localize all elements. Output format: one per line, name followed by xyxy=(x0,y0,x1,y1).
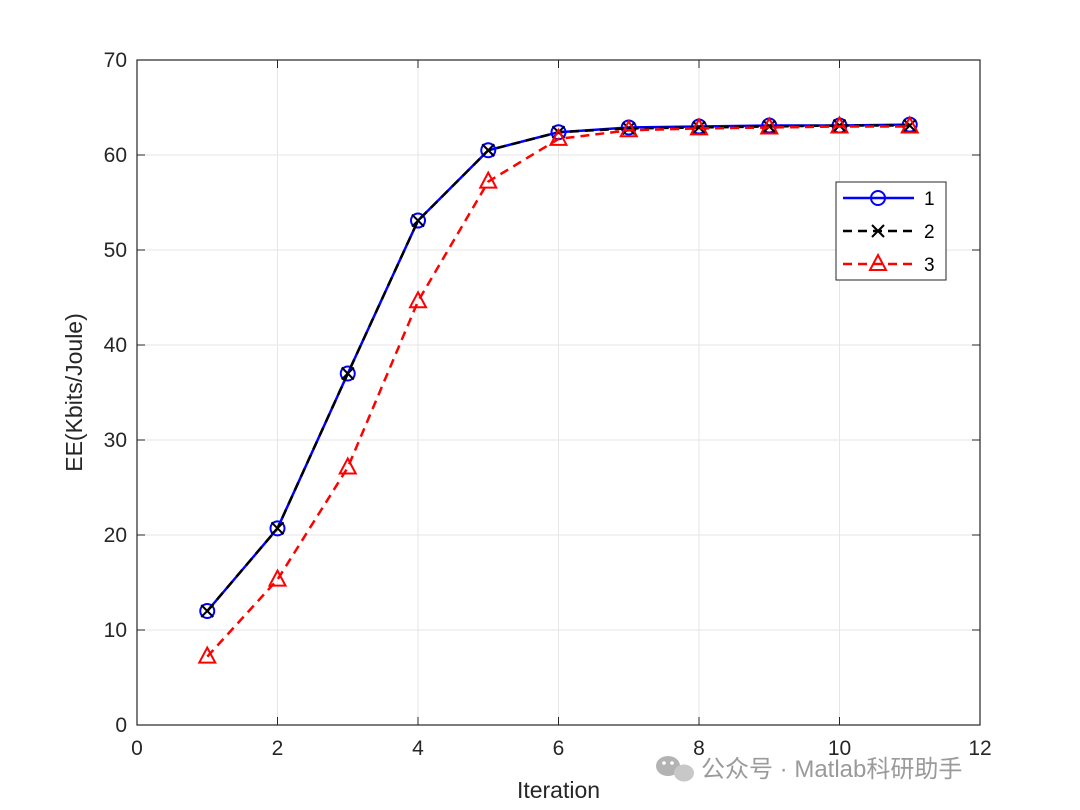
legend-marker xyxy=(871,224,885,238)
series-3-point xyxy=(548,127,569,146)
series-2 xyxy=(200,118,917,618)
series-2-point xyxy=(270,521,285,536)
series-2-point xyxy=(762,119,776,134)
x-tick-label: 12 xyxy=(968,737,991,760)
series-3-line xyxy=(206,125,910,658)
x-tick-label: 0 xyxy=(131,737,143,760)
series-3-point xyxy=(408,290,428,309)
series-3-point xyxy=(267,568,288,587)
series-3-point xyxy=(197,645,217,664)
wechat-icon xyxy=(656,756,694,782)
legend-label: 1 xyxy=(924,189,935,210)
data-series xyxy=(197,115,920,664)
x-tick-label: 2 xyxy=(272,737,284,760)
series-2-point xyxy=(341,366,355,381)
legend-item-3: 3 xyxy=(843,252,935,276)
x-axis-label: Iteration xyxy=(517,777,600,803)
y-tick-label: 50 xyxy=(104,239,127,262)
y-tick-label: 30 xyxy=(104,429,127,452)
series-2-point xyxy=(903,118,917,133)
watermark: 公众号 · Matlab科研助手 xyxy=(656,756,962,783)
y-tick-label: 70 xyxy=(104,49,127,72)
y-tick-label: 40 xyxy=(104,334,127,357)
series-3-point xyxy=(829,115,850,134)
series-2-point xyxy=(200,604,214,618)
series-3-point xyxy=(759,116,779,135)
series-1-point xyxy=(199,603,216,619)
x-tick-label: 8 xyxy=(693,737,705,760)
legend-label: 2 xyxy=(924,222,935,243)
watermark-text: 公众号 · Matlab科研助手 xyxy=(701,756,962,783)
legend-marker xyxy=(870,190,886,206)
series-1-point xyxy=(410,212,426,229)
x-tick-label: 6 xyxy=(553,737,565,760)
series-3-point xyxy=(478,170,498,189)
legend-marker xyxy=(868,252,888,271)
series-3-point xyxy=(689,117,709,136)
series-1-point xyxy=(339,365,356,382)
series-3-point xyxy=(900,115,920,134)
x-tick-label: 4 xyxy=(412,737,424,760)
series-3-point xyxy=(338,456,358,475)
legend-item-2: 2 xyxy=(843,222,935,243)
series-1-point xyxy=(269,520,286,537)
legend-label: 3 xyxy=(924,255,935,276)
y-tick-label: 20 xyxy=(104,524,127,547)
series-3-point xyxy=(619,119,639,138)
series-2-point xyxy=(622,121,636,136)
series-2-point xyxy=(481,143,495,157)
legend-item-1: 1 xyxy=(843,189,935,210)
y-tick-label: 0 xyxy=(115,714,127,737)
x-tick-label: 10 xyxy=(828,737,851,760)
series-3 xyxy=(197,115,920,664)
series-1-point xyxy=(480,142,497,159)
y-axis-label: EE(Kbits/Joule) xyxy=(61,313,87,472)
series-2-point xyxy=(692,120,706,135)
series-2-point xyxy=(411,213,425,228)
legend: 1 2 3 xyxy=(835,181,947,281)
y-tick-label: 10 xyxy=(104,619,127,642)
y-tick-label: 60 xyxy=(104,144,127,167)
